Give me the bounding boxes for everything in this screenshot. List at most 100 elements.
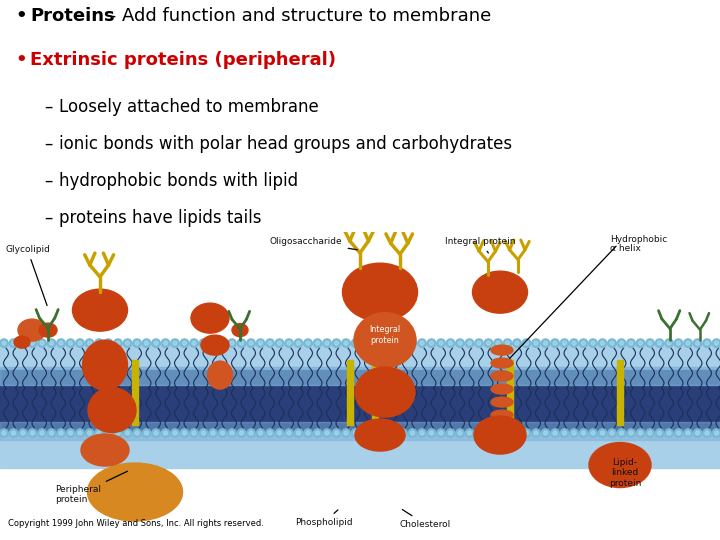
- Circle shape: [401, 341, 405, 345]
- Circle shape: [532, 339, 540, 347]
- Circle shape: [247, 429, 255, 437]
- Circle shape: [544, 341, 547, 345]
- Circle shape: [600, 341, 605, 345]
- Circle shape: [297, 341, 300, 345]
- Circle shape: [313, 339, 322, 347]
- Circle shape: [211, 341, 215, 345]
- Text: - Add function and structure to membrane: - Add function and structure to membrane: [104, 7, 492, 25]
- Circle shape: [116, 341, 120, 345]
- Circle shape: [684, 429, 692, 437]
- Circle shape: [494, 429, 503, 437]
- Circle shape: [19, 339, 27, 347]
- Circle shape: [354, 341, 358, 345]
- Circle shape: [9, 339, 18, 347]
- Ellipse shape: [491, 371, 513, 381]
- Circle shape: [562, 341, 567, 345]
- Circle shape: [410, 341, 415, 345]
- Bar: [0, 370, 720, 445]
- Text: Integral
protein: Integral protein: [369, 326, 400, 345]
- Text: Integral protein: Integral protein: [445, 237, 516, 253]
- Circle shape: [560, 429, 569, 437]
- Circle shape: [532, 429, 540, 437]
- Text: Copyright 1999 John Wiley and Sons, Inc. All rights reserved.: Copyright 1999 John Wiley and Sons, Inc.…: [8, 519, 264, 528]
- Circle shape: [420, 341, 424, 345]
- Ellipse shape: [354, 313, 416, 368]
- Circle shape: [344, 431, 348, 435]
- Circle shape: [354, 431, 358, 435]
- Circle shape: [570, 339, 578, 347]
- Circle shape: [202, 431, 205, 435]
- Text: Peripheral
protein: Peripheral protein: [55, 471, 127, 504]
- Text: Lipid-
linked
protein: Lipid- linked protein: [609, 458, 642, 488]
- Circle shape: [114, 339, 122, 347]
- Circle shape: [152, 429, 160, 437]
- Circle shape: [487, 431, 490, 435]
- Circle shape: [145, 341, 148, 345]
- Text: •: •: [16, 7, 27, 25]
- Circle shape: [228, 339, 236, 347]
- Circle shape: [449, 431, 452, 435]
- Text: Glycolipid: Glycolipid: [5, 245, 50, 306]
- Ellipse shape: [14, 336, 30, 348]
- Circle shape: [591, 341, 595, 345]
- Circle shape: [465, 339, 474, 347]
- Circle shape: [655, 339, 664, 347]
- Circle shape: [266, 339, 274, 347]
- Circle shape: [238, 429, 246, 437]
- Bar: [507, 360, 513, 425]
- Circle shape: [135, 431, 139, 435]
- Circle shape: [190, 339, 198, 347]
- Circle shape: [209, 339, 217, 347]
- Circle shape: [646, 429, 654, 437]
- Circle shape: [163, 341, 168, 345]
- Circle shape: [66, 339, 75, 347]
- Circle shape: [534, 431, 538, 435]
- Circle shape: [617, 429, 626, 437]
- Circle shape: [408, 339, 417, 347]
- Circle shape: [390, 429, 397, 437]
- Circle shape: [123, 339, 132, 347]
- Circle shape: [315, 431, 320, 435]
- Ellipse shape: [39, 323, 57, 337]
- Circle shape: [705, 431, 709, 435]
- Circle shape: [541, 429, 549, 437]
- Bar: [617, 360, 623, 425]
- Ellipse shape: [207, 361, 233, 389]
- Circle shape: [50, 431, 53, 435]
- Circle shape: [313, 429, 322, 437]
- Ellipse shape: [355, 367, 415, 417]
- Circle shape: [294, 429, 302, 437]
- Circle shape: [230, 431, 234, 435]
- Circle shape: [21, 341, 25, 345]
- Ellipse shape: [491, 410, 513, 420]
- Circle shape: [505, 341, 510, 345]
- Circle shape: [714, 341, 719, 345]
- Bar: [0, 343, 720, 385]
- Circle shape: [675, 429, 683, 437]
- Circle shape: [95, 429, 103, 437]
- Circle shape: [696, 431, 700, 435]
- Circle shape: [40, 341, 44, 345]
- Circle shape: [218, 339, 227, 347]
- Text: –: –: [45, 209, 53, 227]
- Circle shape: [696, 341, 700, 345]
- Text: Oligosaccharide: Oligosaccharide: [270, 237, 357, 250]
- Circle shape: [306, 431, 310, 435]
- Ellipse shape: [491, 384, 513, 394]
- Circle shape: [589, 339, 597, 347]
- Circle shape: [474, 429, 483, 437]
- Circle shape: [572, 341, 576, 345]
- Circle shape: [589, 429, 597, 437]
- Circle shape: [342, 429, 350, 437]
- Circle shape: [76, 429, 84, 437]
- Circle shape: [68, 431, 73, 435]
- Circle shape: [608, 429, 616, 437]
- Circle shape: [655, 429, 664, 437]
- Circle shape: [57, 339, 66, 347]
- Circle shape: [333, 429, 341, 437]
- Circle shape: [277, 341, 282, 345]
- Circle shape: [132, 429, 141, 437]
- Ellipse shape: [474, 416, 526, 454]
- Circle shape: [220, 431, 225, 435]
- Circle shape: [619, 431, 624, 435]
